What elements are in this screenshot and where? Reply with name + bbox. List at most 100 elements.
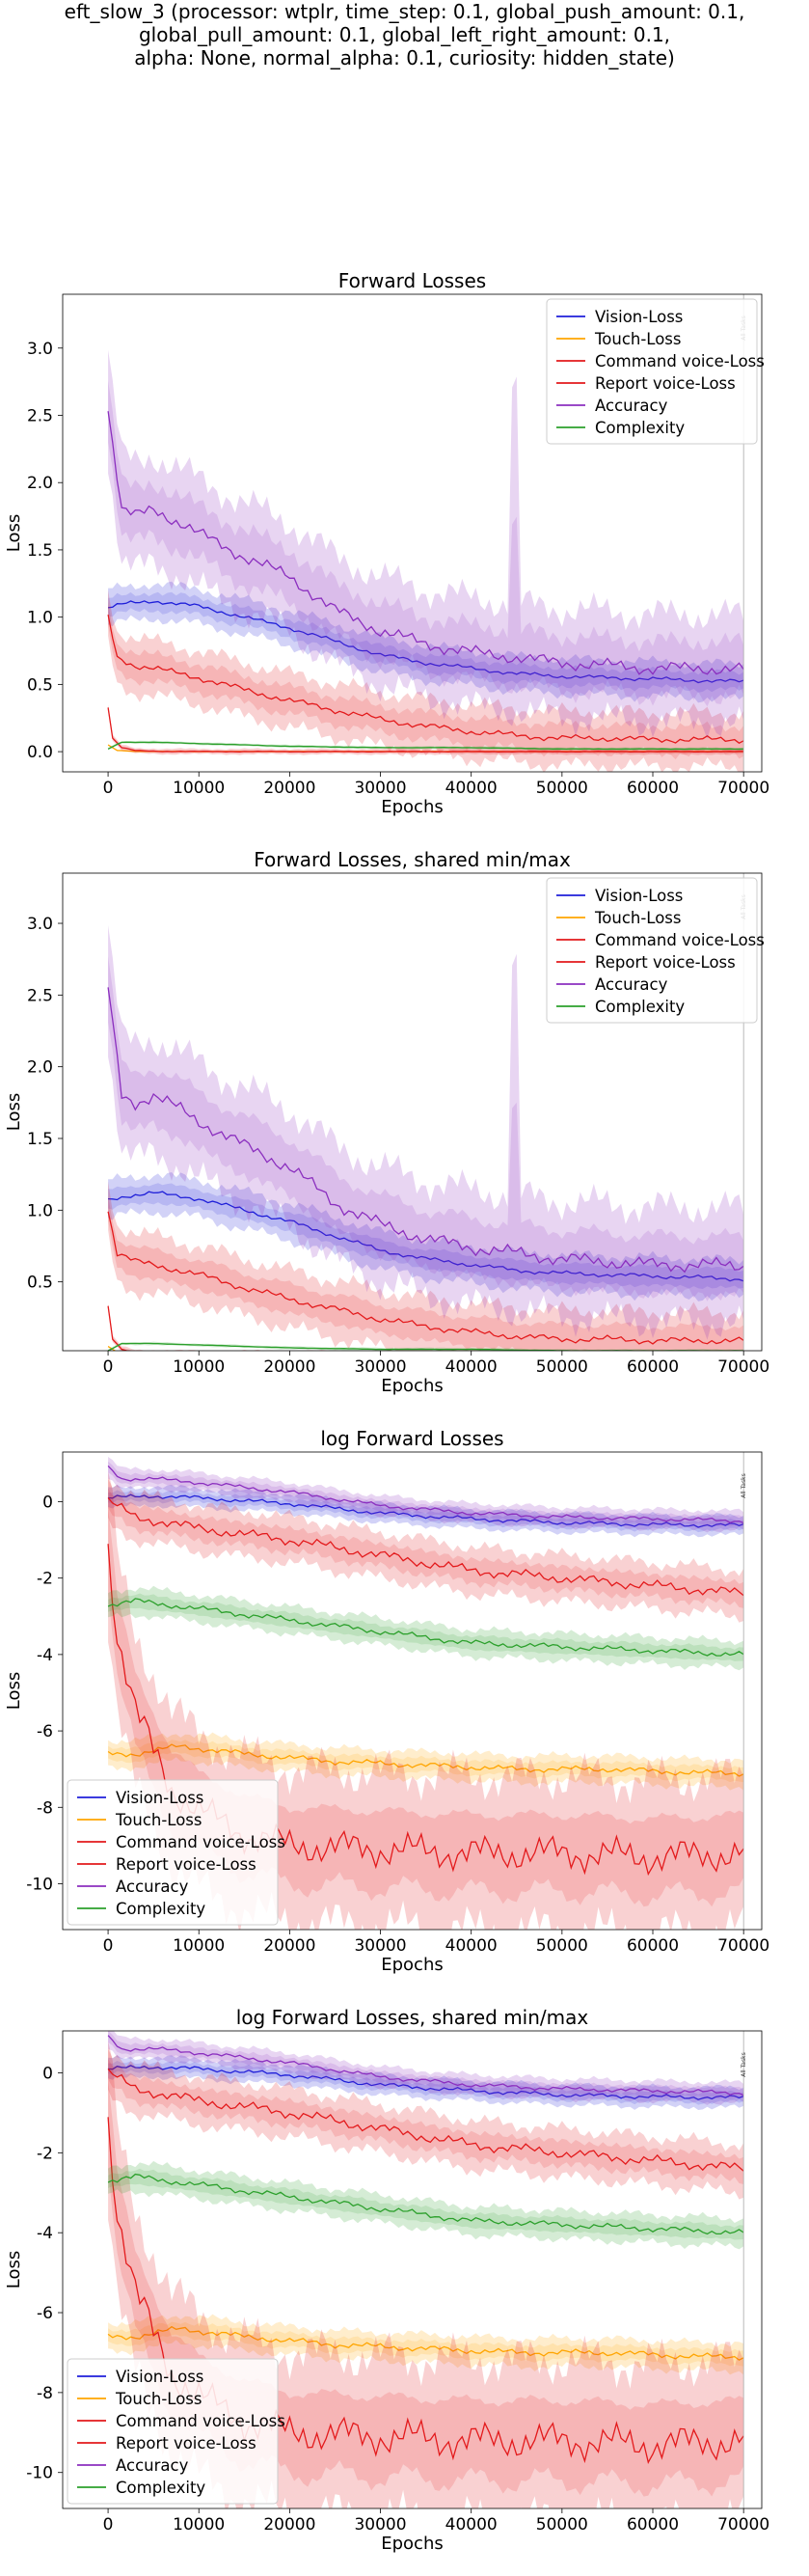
series-line-accuracy: [107, 1465, 744, 1524]
x-tick-label: 70000: [717, 2515, 769, 2535]
y-tick-label: -6: [37, 2304, 53, 2323]
legend-label-complexity: Complexity: [595, 998, 685, 1016]
legend-label-report-voice-loss: Report voice-Loss: [116, 2434, 256, 2453]
band-inner-vision-loss: [108, 1490, 744, 1533]
band-vision-loss: [108, 1172, 744, 1302]
x-tick-label: 40000: [445, 1936, 498, 1956]
band-inner-accuracy: [108, 1461, 744, 1527]
legend-label-complexity: Complexity: [116, 1900, 205, 1918]
band-inner-touch-loss: [108, 1740, 744, 1783]
legend-label-command-voice-loss: Command voice-Loss: [595, 352, 765, 370]
band-complexity: [108, 1341, 744, 1351]
plot-area: [107, 925, 744, 1351]
band-accuracy: [108, 2031, 744, 2105]
chart-title: Forward Losses, shared min/max: [254, 848, 571, 871]
x-tick-label: 20000: [263, 779, 315, 798]
band-inner-vision-loss: [108, 2061, 744, 2105]
figure-title-line-2: global_pull_amount: 0.1, global_left_rig…: [138, 23, 671, 46]
legend-label-accuracy: Accuracy: [595, 975, 668, 994]
y-tick-label: -10: [26, 1875, 53, 1894]
legend-label-accuracy: Accuracy: [116, 1877, 189, 1896]
band-vision-loss: [108, 1485, 744, 1538]
chart-log-forward-losses: log Forward Losses All Tasks 0 10000 20000 30…: [4, 1427, 769, 1975]
band-accuracy: [108, 349, 744, 739]
band-inner-report-voice-loss: [108, 2059, 744, 2184]
band-inner-report-voice-loss: [108, 1196, 744, 1351]
band-inner-vision-loss: [108, 1183, 744, 1289]
legend-label-touch-loss: Touch-Loss: [594, 330, 682, 348]
x-tick-label: 40000: [445, 779, 498, 798]
legend-label-report-voice-loss: Report voice-Loss: [116, 1855, 256, 1874]
y-tick-label: 2.0: [27, 474, 53, 493]
series-line-command-voice-loss: [107, 707, 744, 754]
series-line-accuracy: [107, 987, 744, 1274]
legend-label-command-voice-loss: Command voice-Loss: [595, 931, 765, 949]
legend-label-command-voice-loss: Command voice-Loss: [116, 1833, 285, 1851]
legend: Vision-Loss Touch-Loss Command voice-Loss R…: [67, 1779, 285, 1926]
series-line-vision-loss: [108, 1191, 744, 1282]
legend-label-accuracy: Accuracy: [595, 397, 668, 415]
series-line-complexity: [107, 2173, 744, 2235]
chart-title: log Forward Losses: [320, 1427, 503, 1450]
x-axis-label: Epochs: [381, 797, 444, 817]
plot-area: [107, 349, 744, 772]
x-tick-label: 20000: [263, 1357, 315, 1377]
axes-frame: [62, 872, 763, 1352]
legend-box: [546, 877, 758, 1024]
series-line-vision-loss: [108, 1494, 744, 1528]
series-line-report-voice-loss: [107, 1497, 744, 1597]
series-line-vision-loss: [108, 2065, 744, 2100]
figure-title: eft_slow_3 (processor: wtplr, time_step:…: [0, 0, 809, 69]
x-tick-label: 70000: [717, 1357, 769, 1377]
x-tick-label: 30000: [354, 779, 406, 798]
series-line-complexity: [107, 1598, 744, 1657]
task-boundary-label: All Tasks: [741, 1473, 747, 1497]
band-report-voice-loss: [108, 2048, 744, 2200]
y-tick-label: 1.0: [27, 609, 53, 628]
series-line-accuracy: [107, 411, 744, 675]
y-tick-label: -4: [37, 2224, 53, 2243]
legend-box: [67, 2358, 279, 2505]
legend-label-vision-loss: Vision-Loss: [595, 308, 683, 326]
x-tick-label: 10000: [173, 779, 225, 798]
band-inner-touch-loss: [108, 2321, 744, 2367]
series-line-vision-loss: [108, 600, 744, 684]
y-tick-label: 1.5: [27, 541, 53, 561]
x-tick-label: 70000: [717, 779, 769, 798]
y-tick-label: -8: [37, 1798, 53, 1818]
x-tick-label: 10000: [173, 1357, 225, 1377]
axes-frame: [62, 293, 763, 773]
y-tick-label: -10: [26, 2464, 53, 2483]
series-line-accuracy: [107, 2035, 744, 2096]
x-tick-label: 60000: [627, 1936, 679, 1956]
band-command-voice-loss: [108, 704, 744, 755]
legend-label-accuracy: Accuracy: [116, 2456, 189, 2475]
band-inner-accuracy: [108, 2031, 744, 2099]
legend: Vision-Loss Touch-Loss Command voice-Loss R…: [546, 298, 765, 445]
x-tick-label: 60000: [627, 2515, 679, 2535]
series-line-touch-loss: [107, 1743, 744, 1777]
band-touch-loss: [108, 2314, 744, 2375]
series-line-report-voice-loss: [107, 614, 744, 744]
x-axis-label: Epochs: [381, 1955, 444, 1975]
y-tick-label: 2.0: [27, 1058, 53, 1078]
band-report-voice-loss: [108, 589, 744, 772]
series-line-touch-loss: [107, 2325, 744, 2361]
band-vision-loss: [108, 581, 744, 703]
y-tick-label: -8: [37, 2384, 53, 2403]
band-inner-report-voice-loss: [108, 602, 744, 760]
y-tick-label: 0.5: [27, 675, 53, 695]
legend: Vision-Loss Touch-Loss Command voice-Loss R…: [546, 877, 765, 1024]
y-tick-label: -6: [37, 1722, 53, 1741]
x-tick-label: 10000: [173, 2515, 225, 2535]
x-tick-label: 0: [103, 1357, 114, 1377]
axes-frame: [62, 2030, 763, 2509]
legend-label-report-voice-loss: Report voice-Loss: [595, 374, 736, 393]
y-axis-label: Loss: [4, 2251, 24, 2288]
legend-label-command-voice-loss: Command voice-Loss: [116, 2412, 285, 2430]
legend-label-vision-loss: Vision-Loss: [116, 2368, 203, 2386]
x-tick-label: 0: [103, 779, 114, 798]
y-axis-label: Loss: [4, 1093, 24, 1131]
x-tick-label: 20000: [263, 2515, 315, 2535]
